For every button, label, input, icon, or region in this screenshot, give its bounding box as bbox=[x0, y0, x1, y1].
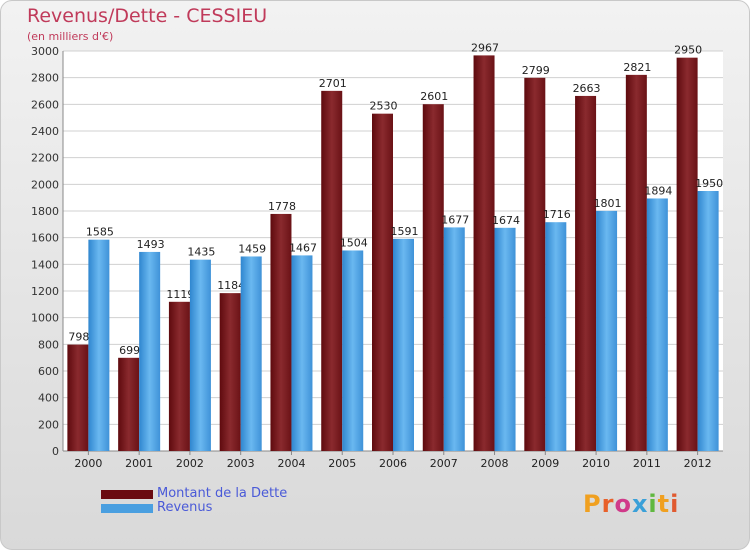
y-tick-label: 1400 bbox=[31, 258, 59, 271]
data-label-revenus: 1716 bbox=[543, 208, 571, 221]
y-tick-label: 200 bbox=[38, 418, 59, 431]
y-tick-label: 1200 bbox=[31, 285, 59, 298]
logo-letter: o bbox=[614, 490, 632, 518]
data-label-dette: 2967 bbox=[471, 41, 499, 54]
data-label-revenus: 1467 bbox=[289, 241, 317, 254]
logo-letter: i bbox=[648, 490, 658, 518]
data-label-dette: 699 bbox=[119, 344, 140, 357]
logo-letter: x bbox=[631, 490, 649, 518]
data-label-revenus: 1674 bbox=[492, 214, 520, 227]
x-tick-label: 2008 bbox=[481, 457, 509, 470]
bar-revenus bbox=[88, 239, 110, 451]
bar-dette bbox=[524, 77, 546, 452]
x-tick-label: 2006 bbox=[379, 457, 407, 470]
data-label-revenus: 1504 bbox=[340, 236, 368, 249]
x-tick-label: 2002 bbox=[176, 457, 204, 470]
y-tick-label: 2000 bbox=[31, 178, 59, 191]
x-tick-label: 2004 bbox=[277, 457, 305, 470]
bar-dette bbox=[575, 95, 597, 451]
x-tick-label: 2011 bbox=[633, 457, 661, 470]
x-tick-label: 2005 bbox=[328, 457, 356, 470]
bar-dette bbox=[372, 113, 393, 452]
data-label-revenus: 1493 bbox=[137, 238, 165, 251]
data-label-dette: 1119 bbox=[166, 288, 194, 301]
legend-label-revenus: Revenus bbox=[157, 500, 213, 515]
bar-dette bbox=[473, 55, 495, 452]
bar-revenus bbox=[545, 222, 567, 451]
bar-revenus bbox=[240, 256, 262, 451]
bar-dette bbox=[676, 57, 698, 452]
data-label-revenus: 1435 bbox=[187, 246, 215, 259]
y-tick-label: 2800 bbox=[31, 72, 59, 85]
logo-letter: r bbox=[601, 490, 615, 518]
data-label-dette: 2663 bbox=[573, 82, 601, 95]
y-tick-label: 600 bbox=[38, 365, 59, 378]
logo-letter: i bbox=[670, 490, 680, 518]
bar-revenus bbox=[697, 191, 719, 451]
bar-dette bbox=[67, 344, 89, 451]
bar-dette bbox=[270, 213, 292, 451]
bar-dette bbox=[118, 357, 140, 451]
data-label-dette: 2799 bbox=[522, 64, 550, 77]
y-tick-label: 0 bbox=[52, 445, 59, 458]
bar-dette bbox=[625, 74, 647, 451]
y-tick-label: 800 bbox=[38, 338, 59, 351]
x-tick-label: 2007 bbox=[430, 457, 458, 470]
x-tick-label: 2003 bbox=[227, 457, 255, 470]
y-tick-label: 400 bbox=[38, 392, 59, 405]
y-tick-label: 1600 bbox=[31, 232, 59, 245]
x-tick-label: 2010 bbox=[582, 457, 610, 470]
data-label-revenus: 1677 bbox=[441, 213, 469, 226]
y-tick-label: 2400 bbox=[31, 125, 59, 138]
bar-revenus bbox=[393, 238, 414, 451]
data-label-dette: 798 bbox=[68, 331, 89, 344]
bar-revenus bbox=[342, 250, 364, 451]
y-tick-label: 2200 bbox=[31, 152, 59, 165]
data-label-dette: 1184 bbox=[217, 279, 245, 292]
x-tick-label: 2012 bbox=[684, 457, 712, 470]
data-label-revenus: 1894 bbox=[644, 184, 672, 197]
logo-letter: t bbox=[657, 490, 671, 518]
chart-subtitle: (en milliers d'€) bbox=[27, 30, 114, 43]
bar-revenus bbox=[291, 255, 313, 451]
y-tick-label: 2600 bbox=[31, 98, 59, 111]
bar-dette bbox=[168, 301, 190, 451]
bar-revenus bbox=[443, 227, 465, 451]
bar-dette bbox=[219, 293, 241, 451]
data-label-dette: 2530 bbox=[370, 100, 398, 113]
data-label-dette: 2950 bbox=[674, 44, 702, 57]
logo-letter: P bbox=[583, 490, 602, 518]
bar-revenus bbox=[139, 251, 161, 451]
legend-swatch-dette bbox=[101, 490, 153, 499]
data-label-dette: 2821 bbox=[623, 61, 651, 74]
bar-revenus bbox=[646, 198, 668, 451]
bar-dette bbox=[321, 90, 343, 451]
bar-revenus bbox=[596, 210, 618, 451]
legend-swatch-revenus bbox=[101, 504, 153, 513]
bar-revenus bbox=[494, 227, 516, 451]
data-label-dette: 2701 bbox=[319, 77, 347, 90]
data-label-revenus: 1585 bbox=[86, 226, 114, 239]
data-label-revenus: 1950 bbox=[695, 177, 723, 190]
data-label-dette: 1778 bbox=[268, 200, 296, 213]
bar-dette bbox=[422, 104, 444, 451]
chart-title: Revenus/Dette - CESSIEU bbox=[27, 5, 268, 27]
data-label-dette: 2601 bbox=[420, 90, 448, 103]
y-tick-label: 1800 bbox=[31, 205, 59, 218]
y-tick-label: 1000 bbox=[31, 312, 59, 325]
x-tick-label: 2001 bbox=[125, 457, 153, 470]
x-tick-label: 2000 bbox=[74, 457, 102, 470]
x-tick-label: 2009 bbox=[531, 457, 559, 470]
bar-revenus bbox=[189, 259, 211, 451]
y-tick-label: 3000 bbox=[31, 45, 59, 58]
data-label-revenus: 1801 bbox=[594, 197, 622, 210]
data-label-revenus: 1591 bbox=[391, 225, 419, 238]
data-label-revenus: 1459 bbox=[238, 242, 266, 255]
legend-label-dette: Montant de la Dette bbox=[157, 486, 288, 501]
proxiti-logo: Proxiti bbox=[583, 490, 679, 518]
